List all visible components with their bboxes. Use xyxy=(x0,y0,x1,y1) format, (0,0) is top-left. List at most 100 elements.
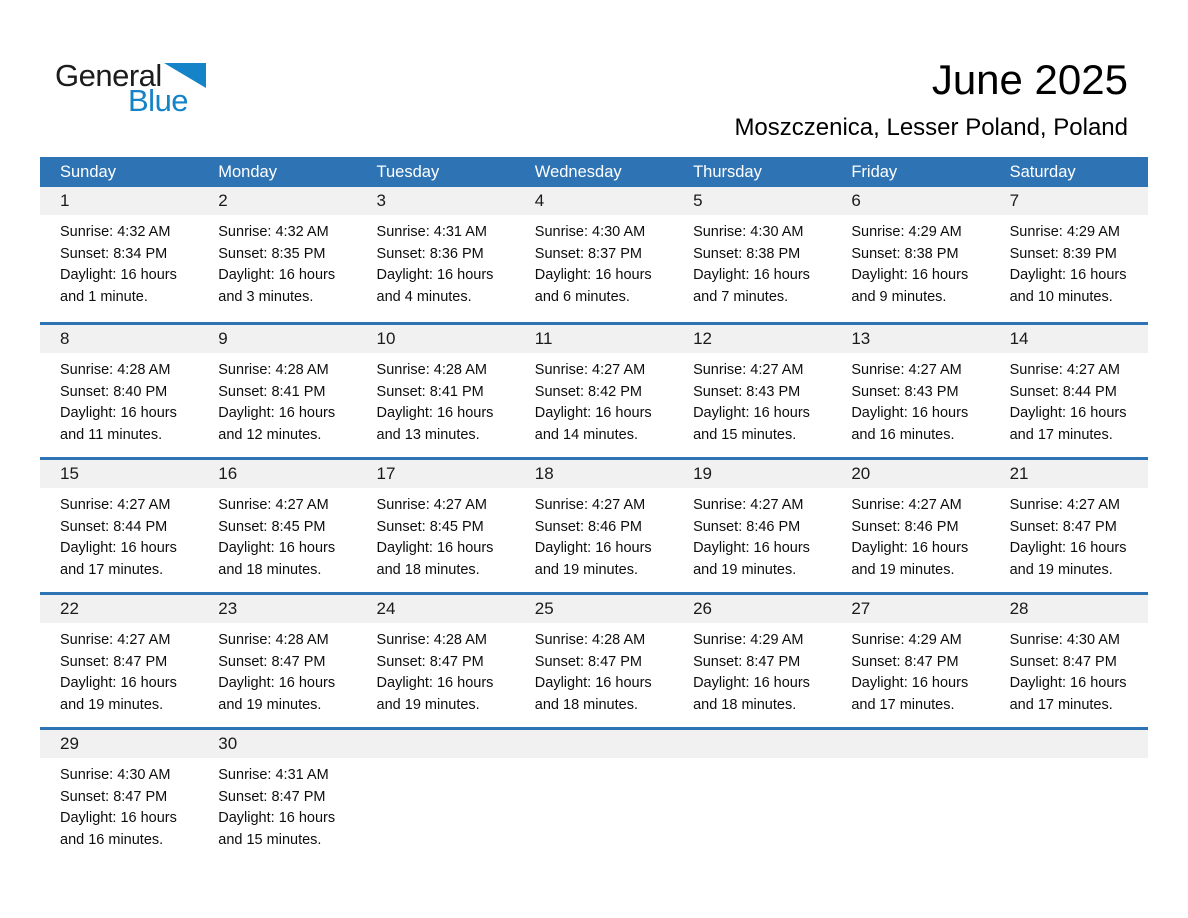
day-info xyxy=(673,758,831,765)
day-number: 9 xyxy=(198,325,357,353)
sunset-text: Sunset: 8:47 PM xyxy=(218,788,326,805)
daylight-text-line2: and 19 minutes. xyxy=(376,696,480,713)
sunset-text: Sunset: 8:45 PM xyxy=(218,518,326,535)
daylight-text-line1: Daylight: 16 hours xyxy=(1009,675,1127,691)
daylight-text-line2: and 4 minutes. xyxy=(376,288,472,305)
dow-header-monday: Monday xyxy=(218,162,277,181)
logo-word-blue: Blue xyxy=(128,83,189,118)
daylight-text-line1: Daylight: 16 hours xyxy=(534,405,652,421)
day-number: 24 xyxy=(356,595,515,623)
logo-triangle-icon xyxy=(163,63,206,88)
sunrise-text: Sunrise: 4:27 AM xyxy=(693,362,804,378)
calendar-day-cell: 10 Sunrise: 4:28 AM Sunset: 8:41 PM Dayl… xyxy=(356,325,515,457)
day-number: 18 xyxy=(514,460,674,488)
calendar-day-cell: 30 Sunrise: 4:31 AM Sunset: 8:47 PM Dayl… xyxy=(198,730,357,862)
day-number: 21 xyxy=(989,460,1148,488)
dow-header-saturday: Saturday xyxy=(1009,162,1076,181)
calendar-week-row: 29 Sunrise: 4:30 AM Sunset: 8:47 PM Dayl… xyxy=(40,727,1148,862)
day-number xyxy=(989,730,1148,758)
daylight-text-line2: and 15 minutes. xyxy=(693,426,797,443)
sunrise-text: Sunrise: 4:29 AM xyxy=(851,224,962,240)
daylight-text-line1: Daylight: 16 hours xyxy=(218,267,336,283)
sunrise-text: Sunrise: 4:27 AM xyxy=(1009,497,1121,513)
daylight-text-line2: and 19 minutes. xyxy=(851,561,955,578)
calendar-empty-cell xyxy=(514,730,674,862)
sunset-text: Sunset: 8:44 PM xyxy=(60,518,168,535)
sunset-text: Sunset: 8:38 PM xyxy=(851,245,959,262)
day-info: Sunrise: 4:31 AM Sunset: 8:47 PM Dayligh… xyxy=(198,758,356,851)
sunrise-text: Sunrise: 4:32 AM xyxy=(60,224,171,240)
day-info: Sunrise: 4:27 AM Sunset: 8:47 PM Dayligh… xyxy=(40,623,198,716)
sunrise-text: Sunrise: 4:32 AM xyxy=(218,224,329,240)
sunset-text: Sunset: 8:47 PM xyxy=(1009,518,1117,535)
daylight-text-line1: Daylight: 16 hours xyxy=(60,267,177,283)
calendar-day-cell: 23 Sunrise: 4:28 AM Sunset: 8:47 PM Dayl… xyxy=(198,595,357,727)
day-info xyxy=(515,758,673,765)
day-number: 10 xyxy=(356,325,515,353)
dow-header-sunday: Sunday xyxy=(60,162,116,181)
day-number: 2 xyxy=(198,187,357,215)
sunrise-text: Sunrise: 4:30 AM xyxy=(1009,632,1121,648)
sunset-text: Sunset: 8:47 PM xyxy=(60,653,168,670)
day-info: Sunrise: 4:30 AM Sunset: 8:47 PM Dayligh… xyxy=(40,758,198,851)
calendar-day-cell: 3 Sunrise: 4:31 AM Sunset: 8:36 PM Dayli… xyxy=(356,187,515,322)
day-number: 20 xyxy=(831,460,990,488)
calendar-day-cell: 21 Sunrise: 4:27 AM Sunset: 8:47 PM Dayl… xyxy=(989,460,1148,592)
daylight-text-line2: and 7 minutes. xyxy=(693,288,789,305)
calendar-day-cell: 28 Sunrise: 4:30 AM Sunset: 8:47 PM Dayl… xyxy=(989,595,1148,727)
day-number: 27 xyxy=(831,595,990,623)
dow-header-wednesday: Wednesday xyxy=(534,162,622,181)
daylight-text-line1: Daylight: 16 hours xyxy=(534,540,652,556)
calendar-day-cell: 15 Sunrise: 4:27 AM Sunset: 8:44 PM Dayl… xyxy=(40,460,199,592)
calendar-day-cell: 17 Sunrise: 4:27 AM Sunset: 8:45 PM Dayl… xyxy=(356,460,515,592)
day-info: Sunrise: 4:30 AM Sunset: 8:38 PM Dayligh… xyxy=(673,215,831,308)
sunset-text: Sunset: 8:34 PM xyxy=(60,245,168,262)
day-number: 3 xyxy=(356,187,515,215)
sunrise-text: Sunrise: 4:28 AM xyxy=(376,362,487,378)
daylight-text-line1: Daylight: 16 hours xyxy=(534,675,652,691)
calendar-weeks: 1 Sunrise: 4:32 AM Sunset: 8:34 PM Dayli… xyxy=(40,187,1148,862)
daylight-text-line2: and 3 minutes. xyxy=(218,288,314,305)
sunset-text: Sunset: 8:35 PM xyxy=(218,245,326,262)
daylight-text-line2: and 12 minutes. xyxy=(218,426,322,443)
day-number: 17 xyxy=(356,460,515,488)
calendar-day-cell: 26 Sunrise: 4:29 AM Sunset: 8:47 PM Dayl… xyxy=(673,595,832,727)
day-info: Sunrise: 4:28 AM Sunset: 8:47 PM Dayligh… xyxy=(515,623,673,716)
daylight-text-line2: and 13 minutes. xyxy=(376,426,480,443)
daylight-text-line1: Daylight: 16 hours xyxy=(376,540,494,556)
day-info: Sunrise: 4:27 AM Sunset: 8:44 PM Dayligh… xyxy=(40,488,198,581)
day-info: Sunrise: 4:32 AM Sunset: 8:34 PM Dayligh… xyxy=(40,215,198,308)
sunrise-text: Sunrise: 4:28 AM xyxy=(218,632,329,648)
day-info: Sunrise: 4:27 AM Sunset: 8:45 PM Dayligh… xyxy=(357,488,515,581)
day-info: Sunrise: 4:27 AM Sunset: 8:46 PM Dayligh… xyxy=(673,488,831,581)
day-number xyxy=(356,730,515,758)
dow-header-thursday: Thursday xyxy=(693,162,762,181)
sunrise-text: Sunrise: 4:30 AM xyxy=(60,767,171,783)
daylight-text-line2: and 1 minute. xyxy=(60,288,148,305)
sunrise-text: Sunrise: 4:27 AM xyxy=(60,497,171,513)
daylight-text-line1: Daylight: 16 hours xyxy=(851,405,969,421)
day-info: Sunrise: 4:27 AM Sunset: 8:47 PM Dayligh… xyxy=(990,488,1148,581)
sunrise-text: Sunrise: 4:27 AM xyxy=(218,497,329,513)
day-info: Sunrise: 4:28 AM Sunset: 8:47 PM Dayligh… xyxy=(198,623,356,716)
sunset-text: Sunset: 8:45 PM xyxy=(376,518,484,535)
daylight-text-line2: and 19 minutes. xyxy=(534,561,638,578)
sunset-text: Sunset: 8:47 PM xyxy=(534,653,642,670)
calendar-day-cell: 11 Sunrise: 4:27 AM Sunset: 8:42 PM Dayl… xyxy=(514,325,674,457)
day-info: Sunrise: 4:28 AM Sunset: 8:41 PM Dayligh… xyxy=(198,353,356,446)
calendar-day-cell: 14 Sunrise: 4:27 AM Sunset: 8:44 PM Dayl… xyxy=(989,325,1148,457)
sunset-text: Sunset: 8:37 PM xyxy=(534,245,642,262)
sunrise-text: Sunrise: 4:27 AM xyxy=(851,497,962,513)
day-number: 1 xyxy=(40,187,199,215)
sunset-text: Sunset: 8:47 PM xyxy=(376,653,484,670)
daylight-text-line1: Daylight: 16 hours xyxy=(376,675,494,691)
day-number: 15 xyxy=(40,460,199,488)
daylight-text-line1: Daylight: 16 hours xyxy=(1009,540,1127,556)
daylight-text-line2: and 11 minutes. xyxy=(60,426,163,443)
page-title: June 2025 xyxy=(931,56,1128,103)
daylight-text-line2: and 9 minutes. xyxy=(851,288,947,305)
sunrise-text: Sunrise: 4:28 AM xyxy=(376,632,487,648)
sunset-text: Sunset: 8:38 PM xyxy=(693,245,801,262)
daylight-text-line1: Daylight: 16 hours xyxy=(60,675,177,691)
daylight-text-line2: and 19 minutes. xyxy=(60,696,164,713)
